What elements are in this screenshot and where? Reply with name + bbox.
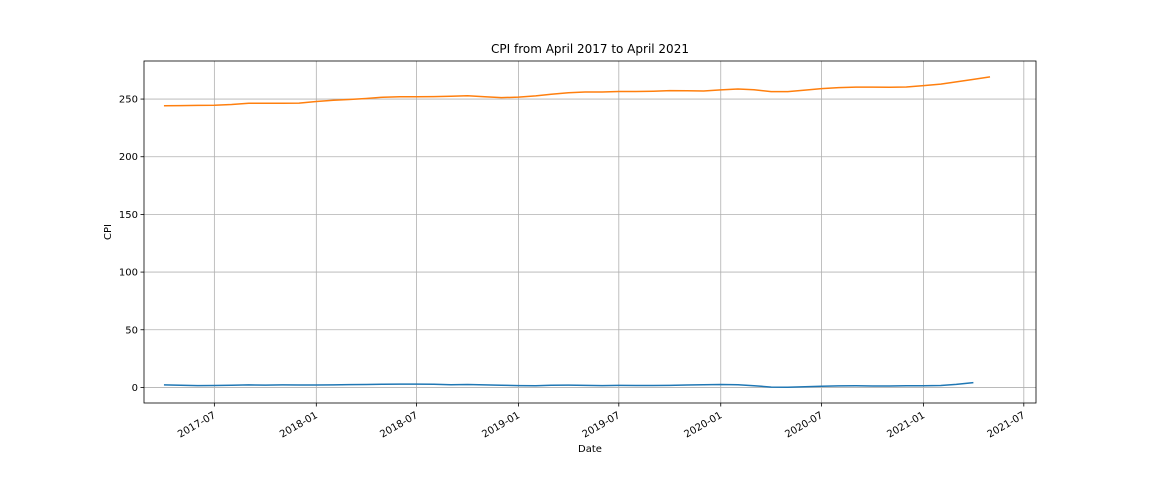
series-line-2 xyxy=(163,76,991,107)
y-axis-ticks: 0 50 100 150 200 250 xyxy=(119,95,144,394)
plot-frame xyxy=(143,60,1037,404)
y-tick-label: 0 xyxy=(132,383,138,394)
y-tick-label: 200 xyxy=(119,152,138,163)
y-tick-label: 50 xyxy=(125,325,138,336)
grid xyxy=(144,61,1036,403)
y-axis-label: CPI xyxy=(103,224,114,240)
y-tick-label: 100 xyxy=(119,268,138,279)
series-layer xyxy=(163,76,991,389)
y-tick-label: 150 xyxy=(119,210,138,221)
x-axis-label: Date xyxy=(578,444,602,455)
series-line-1 xyxy=(163,381,974,389)
chart-title: CPI from April 2017 to April 2021 xyxy=(491,42,689,56)
y-tick-label: 250 xyxy=(119,95,138,106)
